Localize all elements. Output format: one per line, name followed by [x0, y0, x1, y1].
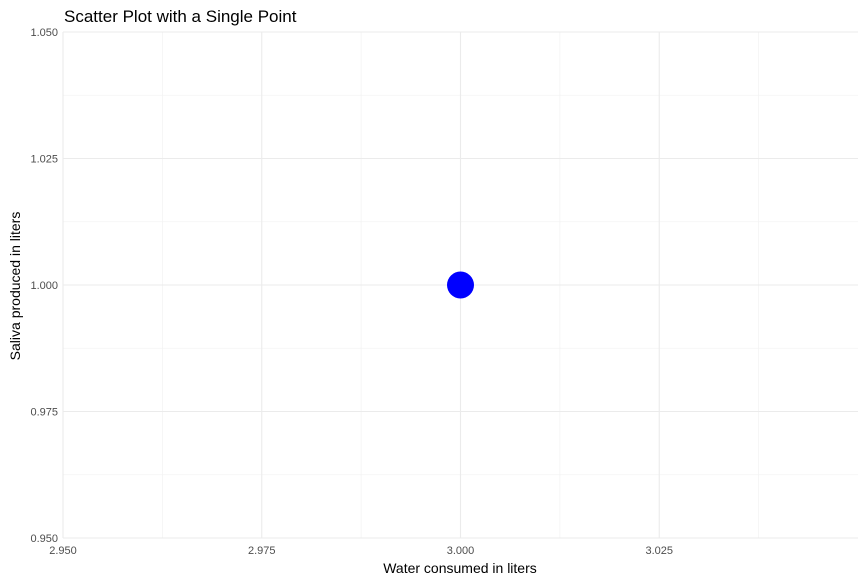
- grid: [62, 31, 858, 539]
- y-tick-label: 1.050: [30, 27, 58, 39]
- data-point: [447, 271, 474, 299]
- x-tick-label: 3.025: [645, 545, 673, 557]
- x-axis-ticks: 2.950 2.975 3.000 3.025: [49, 545, 673, 557]
- y-tick-label: 1.000: [30, 280, 58, 292]
- y-tick-label: 0.975: [30, 407, 58, 419]
- y-axis-ticks: 0.950 0.975 1.000 1.025 1.050: [30, 27, 58, 545]
- x-axis-label: Water consumed in liters: [383, 560, 537, 576]
- y-tick-label: 0.950: [30, 533, 58, 545]
- chart-title: Scatter Plot with a Single Point: [64, 7, 297, 26]
- y-tick-label: 1.025: [30, 154, 58, 166]
- x-tick-label: 2.950: [49, 545, 77, 557]
- data-points: [447, 271, 474, 299]
- x-tick-label: 2.975: [248, 545, 276, 557]
- x-tick-label: 3.000: [447, 545, 475, 557]
- y-axis-label: Saliva produced in liters: [7, 212, 23, 361]
